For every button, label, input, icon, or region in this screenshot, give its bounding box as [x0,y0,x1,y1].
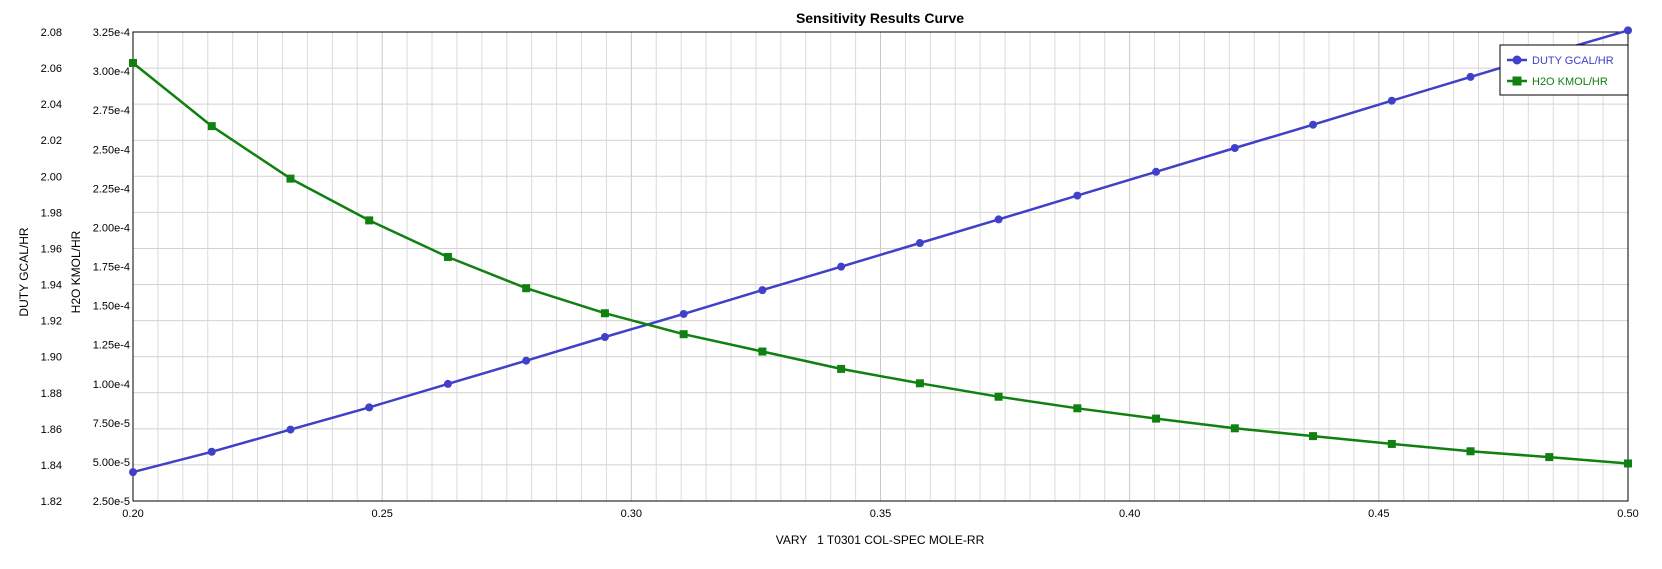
y-right-tick-label: 7.50e-5 [93,418,130,430]
y-left-tick-label: 1.92 [41,316,62,328]
x-tick-label: 0.50 [1617,508,1638,520]
y-right-tick-label: 2.25e-4 [93,183,130,195]
legend-label: H2O KMOL/HR [1532,76,1608,88]
data-point-duty [443,379,452,388]
data-point-h2o [286,174,295,183]
data-point-duty [1152,167,1161,176]
data-point-duty [207,447,216,456]
data-point-duty [1230,143,1239,152]
y-left-tick-label: 1.90 [41,352,62,364]
y-left-tick-label: 1.98 [41,207,62,219]
y-left-tick-label: 1.86 [41,424,62,436]
series-line-duty [132,29,1629,474]
legend-label: DUTY GCAL/HR [1532,55,1614,67]
data-point-h2o [1387,439,1396,448]
x-tick-label: 0.30 [621,508,642,520]
data-point-h2o [915,379,924,388]
data-point-h2o [994,392,1003,401]
data-point-duty [758,286,767,295]
x-tick-label: 0.35 [870,508,891,520]
y-right-tick-label: 1.25e-4 [93,340,130,352]
data-point-duty [286,425,295,434]
data-point-duty [365,403,374,412]
x-tick-label: 0.25 [371,508,392,520]
data-point-duty [600,333,609,342]
data-point-duty [1309,120,1318,129]
data-point-h2o [522,284,531,293]
y-right-tick-label: 1.00e-4 [93,379,130,391]
y-left-tick-label: 1.82 [41,496,62,508]
plot-frame [132,31,1629,502]
x-tick-label: 0.40 [1119,508,1140,520]
data-point-duty [129,468,137,477]
x-tick-label: 0.45 [1368,508,1389,520]
data-point-h2o [129,58,137,67]
data-point-h2o [443,252,452,261]
data-point-h2o [837,364,846,373]
data-point-duty [837,262,846,271]
y-right-tick-label: 2.50e-4 [93,144,130,156]
y-left-tick-label: 2.08 [41,27,62,39]
chart-title: Sensitivity Results Curve [796,10,964,26]
series-line-h2o [132,62,1629,465]
y-right-tick-label: 2.75e-4 [93,105,130,117]
data-point-duty [679,309,688,318]
x-axis-label: VARY 1 T0301 COL-SPEC MOLE-RR [776,533,985,547]
y-right-tick-label: 1.75e-4 [93,262,130,274]
data-point-h2o [600,309,609,318]
axes: 0.20 0.25 0.30 0.35 0.40 0.45 0.50 1.82 1.84 1.86… [41,27,1639,520]
legend-marker [1512,76,1522,86]
legend-box [1499,44,1629,96]
y-left-tick-label: 2.04 [41,99,62,111]
y-right-tick-label: 1.50e-4 [93,301,130,313]
data-point-h2o [1545,453,1554,462]
data-point-h2o [1466,447,1475,456]
data-point-h2o [207,122,216,131]
y-axis-right-label: H2O KMOL/HR [69,230,83,313]
legend-marker [1512,55,1522,65]
data-point-duty [1073,191,1082,200]
y-right-tick-label: 5.00e-5 [93,457,130,469]
data-point-duty [915,239,924,248]
data-point-duty [1387,96,1396,105]
y-right-tick-label: 3.25e-4 [93,27,130,39]
data-point-h2o [679,330,688,339]
series-layer [129,26,1632,477]
data-point-h2o [1152,414,1161,423]
data-point-h2o [365,216,374,225]
y-left-tick-label: 2.02 [41,135,62,147]
legend: DUTY GCAL/HR H2O KMOL/HR [1499,44,1629,96]
data-point-duty [522,356,531,365]
y-right-tick-label: 2.50e-5 [93,496,130,508]
data-point-h2o [758,347,767,356]
y-left-tick-label: 2.00 [41,171,62,183]
y-right-tick-label: 2.00e-4 [93,222,130,234]
data-point-h2o [1309,432,1318,441]
data-point-duty [1466,72,1475,81]
y-left-tick-label: 1.96 [41,243,62,255]
y-axis-left-label: DUTY GCAL/HR [17,227,31,316]
data-point-duty [994,215,1003,224]
data-point-h2o [1624,459,1632,468]
y-left-tick-label: 1.84 [41,460,62,472]
y-left-tick-label: 2.06 [41,63,62,75]
x-tick-label: 0.20 [122,508,143,520]
y-right-tick-label: 3.00e-4 [93,66,130,78]
data-point-h2o [1073,404,1082,413]
data-point-h2o [1230,424,1239,433]
y-left-tick-label: 1.94 [41,280,62,292]
y-left-tick-label: 1.88 [41,388,62,400]
grid-lines [133,32,1628,501]
data-point-duty [1624,26,1632,35]
